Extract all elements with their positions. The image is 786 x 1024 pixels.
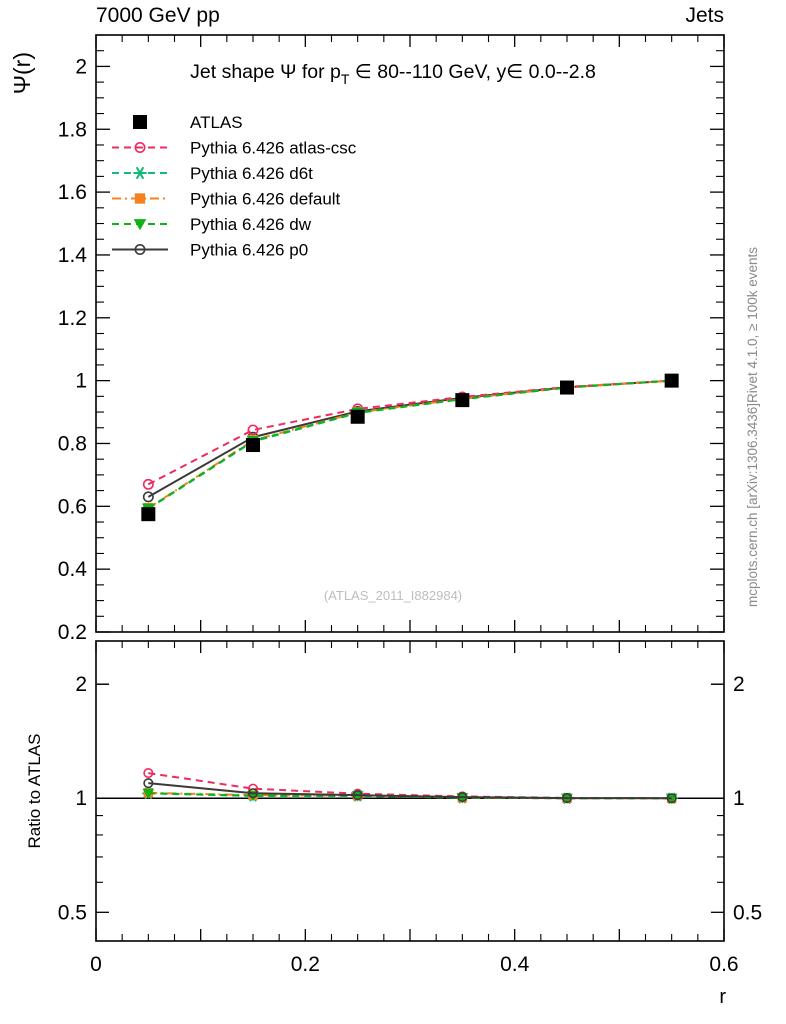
legend-item-0: ATLAS [133,113,243,132]
legend-item-3: Pythia 6.426 default [112,190,341,209]
x-axis-label: r [719,986,726,1008]
marker-square [664,373,679,388]
marker-down-triangle [142,788,155,799]
marker-star [133,166,147,180]
ratio-series-pythia-6-426-p0 [143,778,677,804]
marker-square [141,507,156,522]
y-tick-label-main: 1.4 [58,244,88,267]
legend-label: Pythia 6.426 default [190,190,341,209]
marker-square [455,393,470,408]
y-tick-label-ratio: 2 [75,673,87,696]
legend-item-2: Pythia 6.426 d6t [112,164,313,183]
marker-open-circle [143,778,154,789]
marker-open-circle [142,491,154,503]
series-line [147,379,672,498]
marker-open-circle [143,768,154,779]
series-line [147,379,672,486]
main-plot-title: Jet shape Ψ for pT ∈ 80--110 GeV, y∈ 0.0… [190,61,596,87]
series-pythia-6-426-atlas-csc [142,375,678,490]
marker-open-circle [561,793,573,804]
header-process-label: Jets [685,4,724,27]
ratio-y-axis-label: Ratio to ATLAS [25,734,44,849]
series-line [147,379,672,510]
marker-filled-square [134,193,146,204]
side-source-label: mcplots.cern.ch [arXiv:1306.3436] [745,403,760,607]
legend-label: Pythia 6.426 d6t [190,164,313,183]
y-tick-label-ratio-right: 2 [733,673,745,696]
series-line [148,782,672,800]
star-arm [136,166,144,180]
marker-open-circle [247,424,259,436]
y-tick-label-main: 1.8 [58,118,87,141]
series-atlas [141,373,679,522]
marker-open-circle [134,244,146,255]
ratio-series-group [142,768,678,804]
legend-label: ATLAS [190,113,243,132]
marker-open-circle [247,788,259,799]
y-tick-label-main: 0.6 [58,495,87,518]
x-tick-label: 0 [90,953,102,976]
marker-down-triangle [456,793,469,804]
legend-item-4: Pythia 6.426 dw [112,215,312,234]
header-beam-label: 7000 GeV pp [96,4,220,27]
legend-label: Pythia 6.426 atlas-csc [190,139,357,158]
marker-square [133,115,147,129]
marker-square [560,380,574,395]
y-tick-label-ratio-right: 1 [733,787,745,810]
marker-open-circle [134,142,146,153]
y-tick-label-main: 0.4 [58,558,88,581]
marker-square [246,438,260,453]
legend-item-5: Pythia 6.426 p0 [112,241,308,260]
x-tick-label: 0.2 [291,953,320,976]
y-tick-label-main: 1 [75,370,87,393]
legend: ATLAS Pythia 6.426 atlas-csc Pythia 6.426 … [112,113,357,260]
y-tick-label-ratio: 0.5 [58,901,87,924]
dataset-watermark: (ATLAS_2011_I882984) [324,588,462,603]
y-tick-label-main: 0.2 [58,621,87,644]
y-tick-label-main: 2 [75,55,87,78]
marker-open-circle [142,478,154,490]
series-pythia-6-426-p0 [142,375,678,503]
marker-open-circle [457,792,468,803]
series-line [147,379,672,510]
y-tick-label-ratio-right: 0.5 [733,901,762,924]
legend-label: Pythia 6.426 p0 [190,241,308,260]
marker-square [350,409,365,424]
side-generator-label: Rivet 4.1.0, ≥ 100k events [745,247,760,403]
main-y-axis-label: Ψ(r) [9,52,35,94]
y-tick-label-ratio: 1 [75,787,87,810]
legend-item-1: Pythia 6.426 atlas-csc [112,139,357,158]
x-tick-label: 0.6 [709,953,738,976]
main-series-group [141,373,679,522]
marker-open-circle [666,793,677,804]
ratio-plot-frame [95,640,725,942]
y-tick-label-main: 1.2 [58,307,87,330]
legend-label: Pythia 6.426 dw [190,215,312,234]
y-tick-label-main: 1.6 [58,181,87,204]
x-tick-label: 0.4 [500,953,530,976]
y-tick-label-main: 0.8 [58,432,87,455]
marker-down-triangle [133,219,147,231]
marker-open-circle [352,790,363,801]
